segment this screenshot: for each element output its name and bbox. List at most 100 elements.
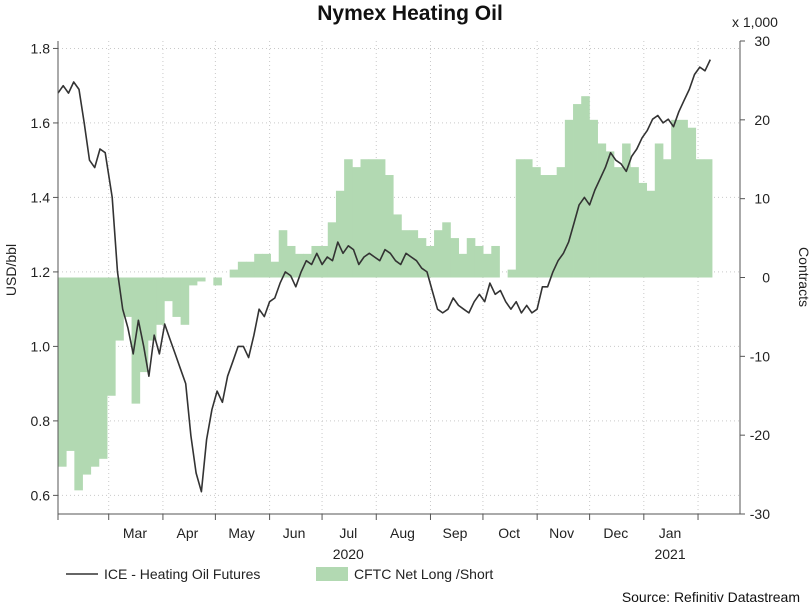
x-tick-label: Jan [659, 525, 682, 541]
cftc-weekly-bar [646, 190, 656, 278]
cftc-weekly-bar [540, 175, 549, 278]
cftc-weekly-bar [352, 167, 361, 278]
cftc-weekly-bar [474, 245, 484, 278]
cftc-weekly-bar [74, 277, 83, 491]
right-tick-label: -30 [750, 506, 770, 522]
left-tick-label: 0.8 [31, 413, 51, 429]
legend: ICE - Heating Oil Futures CFTC Net Long … [66, 566, 493, 582]
cftc-weekly-bar [262, 253, 271, 278]
legend-label-cftc: CFTC Net Long /Short [354, 566, 493, 582]
cftc-weekly-bar [254, 253, 263, 278]
cftc-weekly-bar [196, 277, 206, 282]
x-tick-label: Nov [549, 525, 574, 541]
cftc-weekly-bar [82, 277, 92, 475]
cftc-weekly-bar [237, 261, 247, 278]
cftc-weekly-bar [532, 167, 541, 278]
right-axis-label: Contracts [796, 247, 812, 307]
cftc-weekly-bar [246, 261, 255, 278]
cftc-weekly-bar [613, 167, 623, 278]
cftc-weekly-bar [662, 159, 672, 278]
cftc-weekly-bar [573, 104, 582, 278]
cftc-weekly-bar [458, 253, 468, 278]
legend-label-futures: ICE - Heating Oil Futures [104, 566, 260, 582]
cftc-weekly-bar [172, 277, 182, 317]
x-tick-label: Aug [390, 525, 415, 541]
cftc-weekly-bar [278, 230, 288, 278]
x-tick-label: Sep [442, 525, 467, 541]
left-tick-label: 1.0 [31, 338, 51, 354]
cftc-weekly-bar [147, 277, 157, 341]
cftc-weekly-bar [393, 214, 402, 278]
cftc-weekly-bar [630, 167, 639, 278]
cftc-weekly-bar [483, 253, 492, 278]
cftc-weekly-bar [450, 238, 459, 278]
cftc-weekly-bar [188, 277, 198, 286]
cftc-weekly-bar [303, 253, 312, 278]
cftc-weekly-bar [327, 222, 337, 278]
right-tick-label: -20 [750, 427, 770, 443]
left-axis-label: USD/bbl [3, 244, 19, 296]
cftc-weekly-bar [164, 277, 173, 302]
cftc-weekly-bar [671, 119, 680, 278]
cftc-weekly-bar [229, 269, 239, 278]
cftc-weekly-bar [491, 245, 500, 278]
left-tick-label: 1.4 [31, 189, 51, 205]
plot-area: 0.6 0.8 1.0 1.2 1.4 1.6 1.8 -30 -20 -10 0 10 20 30 Mar… [31, 33, 771, 562]
cftc-weekly-bar [622, 143, 631, 278]
cftc-weekly-bar [564, 119, 574, 278]
cftc-weekly-bar [703, 159, 713, 278]
cftc-weekly-bar [115, 277, 124, 341]
cftc-weekly-bar [442, 222, 451, 278]
x-tick-label: Dec [603, 525, 628, 541]
cftc-weekly-bar [213, 277, 222, 286]
heating-oil-line [57, 59, 712, 493]
cftc-weekly-bar [368, 159, 378, 278]
x-tick-label: Mar [123, 525, 147, 541]
cftc-weekly-bar [515, 159, 525, 278]
right-axis-multiplier: x 1,000 [732, 14, 778, 30]
cftc-weekly-bar [360, 159, 370, 278]
cftc-weekly-bar [385, 175, 394, 278]
cftc-weekly-bar [434, 230, 443, 278]
right-tick-label: 10 [754, 191, 770, 207]
cftc-weekly-bar [335, 190, 345, 278]
cftc-weekly-bar [344, 159, 353, 278]
cftc-weekly-bar [123, 277, 132, 317]
left-tick-label: 1.6 [31, 115, 51, 131]
cftc-weekly-bar [90, 277, 100, 467]
cftc-weekly-bar [507, 269, 517, 278]
right-tick-label: 0 [762, 270, 770, 286]
cftc-weekly-bar [638, 182, 648, 278]
x-tick-label: Jul [339, 525, 357, 541]
cftc-weekly-bar [286, 245, 296, 278]
x-tick-label: May [228, 525, 254, 541]
cftc-weekly-bar [180, 277, 190, 325]
cftc-weekly-bar [695, 159, 705, 278]
left-tick-label: 0.6 [31, 487, 51, 503]
left-tick-label: 1.2 [31, 264, 51, 280]
cftc-weekly-bar [270, 261, 280, 278]
cftc-weekly-bar [605, 151, 615, 278]
cftc-weekly-bar [654, 143, 664, 278]
cftc-weekly-bar [107, 277, 116, 396]
cftc-weekly-bar [687, 127, 697, 278]
cftc-weekly-bar [311, 245, 321, 278]
cftc-weekly-bar [589, 119, 598, 278]
cftc-weekly-bar [295, 253, 304, 278]
x-tick-label: Oct [498, 525, 520, 541]
cftc-weekly-bar [597, 143, 607, 278]
cftc-weekly-bar [556, 167, 566, 278]
cftc-weekly-bar [409, 230, 419, 278]
x-year-label: 2020 [333, 546, 364, 562]
cftc-weekly-bar [581, 96, 590, 278]
cftc-weekly-bar [66, 277, 75, 451]
cftc-weekly-bar [548, 175, 558, 278]
x-tick-label: Apr [177, 525, 199, 541]
cftc-weekly-bar [58, 277, 67, 467]
x-year-label: 2021 [654, 546, 685, 562]
right-tick-label: -10 [750, 348, 770, 364]
cftc-weekly-bar [156, 277, 165, 325]
chart-title: Nymex Heating Oil [317, 2, 503, 25]
